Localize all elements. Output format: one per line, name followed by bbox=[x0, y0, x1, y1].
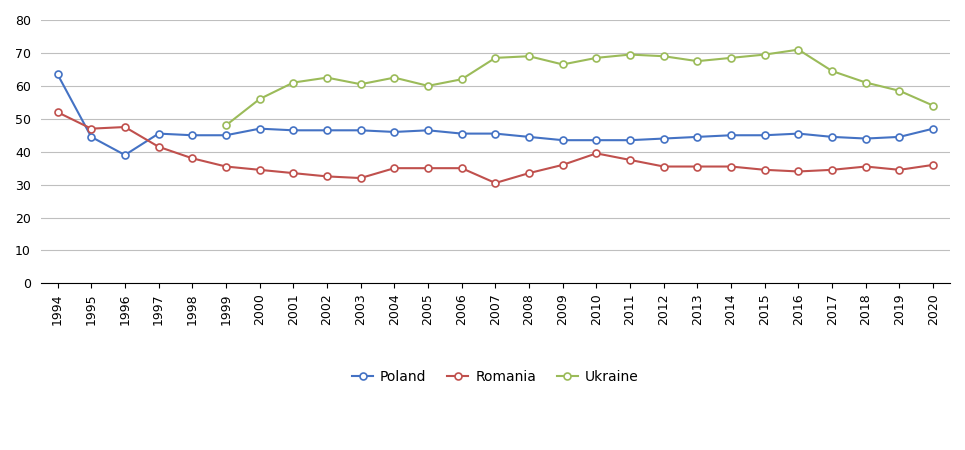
Poland bbox=[52, 72, 64, 77]
Ukraine bbox=[220, 123, 232, 128]
Poland bbox=[355, 128, 367, 133]
Ukraine bbox=[557, 62, 568, 67]
Ukraine bbox=[894, 88, 905, 94]
Poland bbox=[557, 138, 568, 143]
Romania bbox=[759, 167, 771, 172]
Poland bbox=[927, 126, 939, 131]
Poland bbox=[591, 138, 602, 143]
Ukraine bbox=[792, 47, 804, 52]
Poland bbox=[860, 136, 871, 141]
Romania bbox=[523, 171, 535, 176]
Poland bbox=[389, 129, 400, 135]
Romania bbox=[591, 151, 602, 156]
Poland bbox=[119, 152, 130, 158]
Line: Romania: Romania bbox=[54, 109, 937, 186]
Ukraine bbox=[826, 68, 838, 74]
Ukraine bbox=[455, 76, 467, 82]
Poland bbox=[523, 134, 535, 140]
Poland bbox=[624, 138, 636, 143]
Poland bbox=[152, 131, 164, 136]
Romania bbox=[52, 109, 64, 115]
Ukraine bbox=[489, 55, 501, 61]
Poland bbox=[894, 134, 905, 140]
Ukraine bbox=[254, 96, 265, 102]
Romania bbox=[152, 144, 164, 149]
Romania bbox=[792, 169, 804, 174]
Poland bbox=[321, 128, 333, 133]
Ukraine bbox=[423, 83, 434, 89]
Poland bbox=[489, 131, 501, 136]
Romania bbox=[455, 166, 467, 171]
Romania bbox=[860, 164, 871, 169]
Ukraine bbox=[726, 55, 737, 61]
Romania bbox=[254, 167, 265, 172]
Line: Poland: Poland bbox=[54, 71, 937, 158]
Romania bbox=[927, 162, 939, 167]
Ukraine bbox=[523, 54, 535, 59]
Ukraine bbox=[759, 52, 771, 57]
Ukraine bbox=[288, 80, 299, 85]
Romania bbox=[658, 164, 670, 169]
Poland bbox=[826, 134, 838, 140]
Romania bbox=[624, 157, 636, 162]
Romania bbox=[86, 126, 97, 131]
Poland bbox=[288, 128, 299, 133]
Poland bbox=[792, 131, 804, 136]
Ukraine bbox=[591, 55, 602, 61]
Poland bbox=[726, 133, 737, 138]
Romania bbox=[726, 164, 737, 169]
Ukraine bbox=[389, 75, 400, 80]
Romania bbox=[423, 166, 434, 171]
Romania bbox=[186, 156, 198, 161]
Romania bbox=[692, 164, 703, 169]
Poland bbox=[692, 134, 703, 140]
Poland bbox=[423, 128, 434, 133]
Ukraine bbox=[692, 58, 703, 64]
Poland bbox=[658, 136, 670, 141]
Romania bbox=[119, 124, 130, 130]
Line: Ukraine: Ukraine bbox=[223, 46, 937, 129]
Ukraine bbox=[321, 75, 333, 80]
Romania bbox=[321, 174, 333, 179]
Ukraine bbox=[355, 81, 367, 87]
Poland bbox=[86, 134, 97, 140]
Poland bbox=[455, 131, 467, 136]
Romania bbox=[826, 167, 838, 172]
Poland bbox=[220, 133, 232, 138]
Ukraine bbox=[624, 52, 636, 57]
Ukraine bbox=[927, 103, 939, 108]
Poland bbox=[186, 133, 198, 138]
Ukraine bbox=[860, 80, 871, 85]
Romania bbox=[557, 162, 568, 167]
Romania bbox=[389, 166, 400, 171]
Poland bbox=[759, 133, 771, 138]
Romania bbox=[288, 171, 299, 176]
Legend: Poland, Romania, Ukraine: Poland, Romania, Ukraine bbox=[346, 364, 644, 389]
Poland bbox=[254, 126, 265, 131]
Romania bbox=[355, 176, 367, 181]
Ukraine bbox=[658, 54, 670, 59]
Romania bbox=[220, 164, 232, 169]
Romania bbox=[489, 180, 501, 186]
Romania bbox=[894, 167, 905, 172]
